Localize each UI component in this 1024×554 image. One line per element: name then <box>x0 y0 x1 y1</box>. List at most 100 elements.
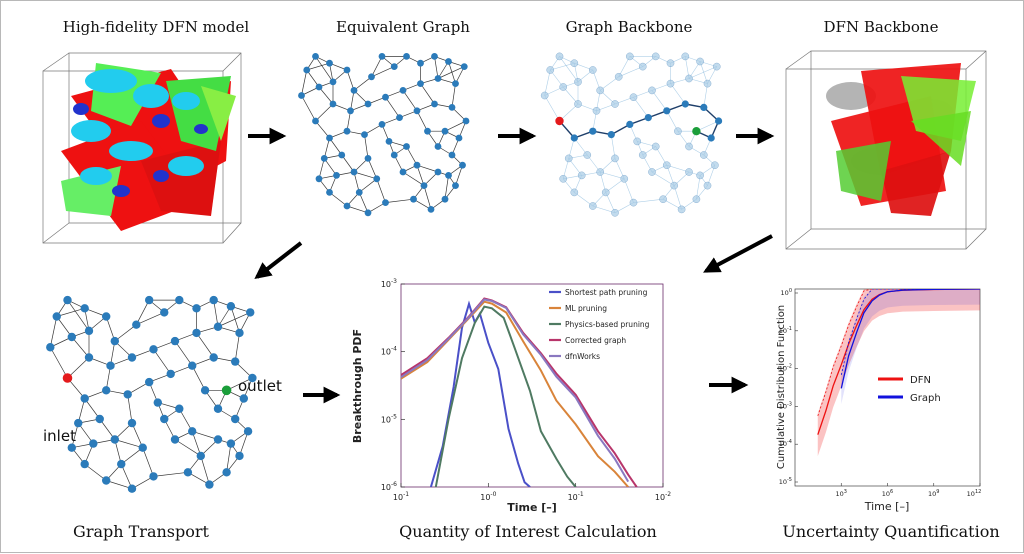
graph-node <box>577 171 586 180</box>
graph-edge <box>153 349 171 375</box>
graph-edge <box>49 347 68 379</box>
graph-node <box>420 182 428 190</box>
graph-edge <box>402 171 425 186</box>
graph-edge <box>230 306 240 334</box>
graph-node <box>213 435 223 444</box>
chart1-y-ticks: 10-3 10-4 10-5 10-6 <box>381 278 405 492</box>
graph-edge <box>114 439 143 449</box>
graph-node <box>326 59 333 67</box>
graph-edge <box>434 56 439 79</box>
graph-node <box>574 78 582 86</box>
graph-node <box>110 336 120 346</box>
graph-node <box>117 459 126 469</box>
chart2-xlabel: Time [–] <box>864 500 910 513</box>
graph-node <box>459 161 466 169</box>
graph-node <box>644 114 652 122</box>
graph-node <box>192 328 201 338</box>
graph-edge <box>114 439 122 465</box>
graph-node <box>373 175 381 183</box>
graph-node <box>63 295 72 305</box>
graph-node <box>707 134 715 142</box>
graph-node <box>149 472 158 481</box>
graph-node <box>448 104 456 111</box>
graph-edge <box>371 66 395 78</box>
chart2-frame <box>794 288 981 487</box>
graph-node <box>67 443 77 452</box>
graph-edge <box>402 90 418 111</box>
graph-node <box>625 52 634 61</box>
graph-edge <box>623 178 634 203</box>
chart2-ytick-label: 10-5 <box>779 477 792 486</box>
graph-node <box>188 361 197 370</box>
graph-node <box>696 57 704 66</box>
graph-edge <box>318 158 325 179</box>
graph-node <box>192 304 201 313</box>
graph-edge <box>448 61 456 84</box>
graph-node <box>570 134 578 142</box>
graph-edge <box>239 431 249 457</box>
graph-node <box>196 451 205 461</box>
chart1-ytick-label: 10-5 <box>381 413 397 424</box>
graph-node <box>248 373 257 383</box>
graph-edge <box>651 90 668 111</box>
graph-edge <box>306 69 320 88</box>
graph-edge <box>323 137 330 159</box>
inlet-node <box>555 116 564 126</box>
graph-node <box>123 390 132 399</box>
graph-node <box>102 312 111 321</box>
graph-node <box>611 208 619 217</box>
graph-node <box>685 168 693 176</box>
graph-node <box>153 398 162 407</box>
graph-node <box>685 142 693 151</box>
title-uq: Uncertainty Quantification <box>782 522 1000 541</box>
graph-node <box>659 195 667 204</box>
graph-node <box>396 114 403 121</box>
chart2-series-line <box>840 289 980 389</box>
graph-node <box>188 427 197 436</box>
graph-node <box>231 414 240 424</box>
graph-node <box>540 91 549 100</box>
graph-node <box>385 138 393 145</box>
chart1-series-line <box>401 298 630 483</box>
graph-node <box>685 74 693 83</box>
graph-node <box>326 189 333 196</box>
graph-node <box>80 394 89 403</box>
graph-node <box>226 439 236 448</box>
graph-edge <box>174 439 201 457</box>
graph-edge <box>120 463 133 489</box>
graph-node <box>434 75 442 82</box>
graph-node <box>601 188 610 197</box>
graph-edge <box>633 198 664 203</box>
chart1-legend-label: Corrected graph <box>565 336 626 345</box>
graph-node <box>583 151 592 159</box>
graph-node <box>95 414 104 424</box>
graph-edge <box>341 154 355 173</box>
graph-node <box>350 168 358 176</box>
title-graph-transport: Graph Transport <box>73 522 209 541</box>
graph-node <box>200 386 210 395</box>
graph-edge <box>600 171 625 180</box>
graph-node <box>441 195 449 203</box>
graph-node <box>559 83 568 91</box>
graph-edge <box>49 316 58 348</box>
chart2-xtick-label: 106 <box>882 489 893 498</box>
graph-node <box>235 451 244 461</box>
graph-node <box>127 353 137 362</box>
chart2-xtick-label: 1012 <box>967 489 982 498</box>
graph-node <box>226 302 236 311</box>
graph-backbone <box>540 52 723 217</box>
graph-node <box>382 93 389 101</box>
graph-edge <box>350 90 355 111</box>
chart2-bands <box>817 289 980 457</box>
graph-node <box>52 312 61 321</box>
graph-edge <box>353 171 377 180</box>
graph-node <box>413 107 421 115</box>
graph-node <box>46 343 55 352</box>
graph-node <box>84 353 94 362</box>
graph-edge <box>358 192 369 213</box>
graph-edge <box>423 185 432 210</box>
graph-node <box>84 326 94 336</box>
graph-edge <box>550 62 575 71</box>
graph-edge <box>99 418 116 440</box>
